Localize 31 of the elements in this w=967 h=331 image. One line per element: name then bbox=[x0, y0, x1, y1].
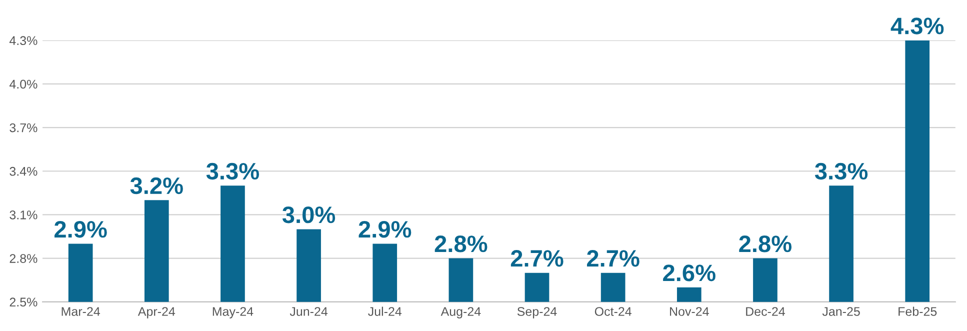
x-tick-label: Apr-24 bbox=[138, 307, 176, 318]
y-tick-label: 2.5% bbox=[10, 298, 38, 307]
x-tick-label: Nov-24 bbox=[670, 307, 709, 316]
data-label: 2.8% bbox=[434, 236, 488, 252]
data-label: 2.7% bbox=[586, 250, 640, 267]
x-tick-label: Aug-24 bbox=[440, 307, 481, 318]
data-label: 2.6% bbox=[663, 264, 716, 282]
data-label: 2.7% bbox=[510, 250, 564, 267]
x-tick-label: Feb-25 bbox=[898, 306, 937, 316]
y-tick-label: 3.7% bbox=[10, 123, 38, 132]
x-tick-label: Sep-24 bbox=[517, 307, 557, 318]
y-tick-label: 2.8% bbox=[10, 254, 38, 263]
data-label: 3.2% bbox=[130, 177, 183, 194]
data-label: 2.8% bbox=[739, 236, 792, 252]
x-tick-label: Jun-24 bbox=[290, 307, 328, 316]
x-tick-label: Mar-24 bbox=[62, 307, 100, 316]
data-label: 2.9% bbox=[358, 220, 412, 238]
x-tick-label: Jan-25 bbox=[822, 307, 860, 316]
x-tick-label: May-24 bbox=[212, 307, 254, 318]
x-tick-label: Dec-24 bbox=[746, 307, 785, 316]
y-tick-label: 4.0% bbox=[9, 80, 38, 89]
y-tick-label: 4.3% bbox=[9, 36, 38, 46]
data-label: 3.0% bbox=[282, 206, 336, 224]
y-tick-label: 3.4% bbox=[10, 166, 38, 176]
x-tick-label: Oct-24 bbox=[594, 307, 632, 316]
data-label: 4.3% bbox=[890, 18, 944, 34]
data-label: 3.3% bbox=[814, 162, 868, 180]
x-tick-label: Jul-24 bbox=[368, 306, 402, 316]
y-tick-label: 3.1% bbox=[10, 210, 38, 220]
data-label: 3.3% bbox=[206, 162, 260, 180]
data-label: 2.9% bbox=[54, 220, 107, 238]
